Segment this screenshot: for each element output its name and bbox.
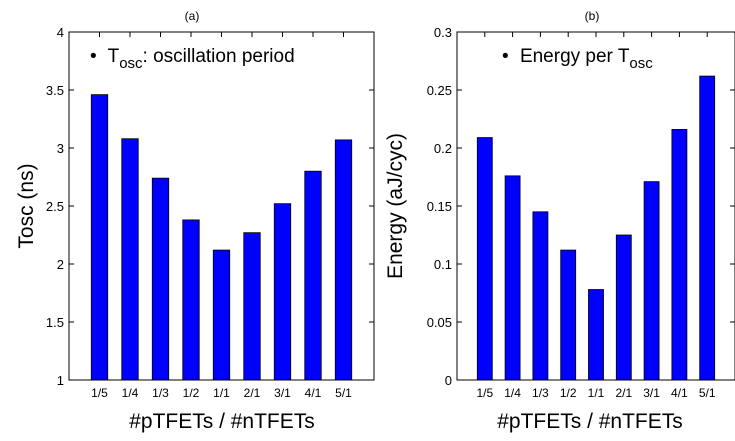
x-ticks-a: 1/5 1/4 1/3 1/2 1/1 2/1 3/1 4/1 5/1 bbox=[91, 32, 352, 400]
x-axis-label-b: #pTFETs / #nTFETs bbox=[497, 410, 683, 433]
x-tick-label-a-2: 1/4 bbox=[122, 386, 139, 400]
legend-sub-a: osc bbox=[119, 55, 143, 72]
x-ticks-b: 1/5 1/4 1/3 1/2 1/1 2/1 3/1 4/1 5/1 bbox=[476, 32, 716, 400]
x-tick-label-a-4: 1/2 bbox=[183, 386, 200, 400]
bar-a-7 bbox=[273, 203, 292, 381]
y-axis-label-b: Energy (aJ/cyc) bbox=[384, 133, 407, 279]
x-tick-label-a-9: 5/1 bbox=[335, 386, 352, 400]
x-tick-label-a-3: 1/3 bbox=[152, 386, 169, 400]
y-tick-label-a-4: 2.5 bbox=[46, 199, 64, 214]
y-axis-label-a: Tosc (ns) bbox=[15, 163, 38, 248]
x-tick-label-b-7: 3/1 bbox=[643, 386, 660, 400]
svg-text:• Energy per Tosc: • Energy per Tosc bbox=[502, 46, 653, 72]
bar-b-2 bbox=[504, 175, 521, 381]
svg-text:• Tosc: oscillation pe: • Tosc: oscillation period bbox=[90, 46, 295, 72]
legend-bullet-b: • bbox=[502, 46, 509, 67]
bar-b-8 bbox=[671, 129, 688, 381]
bar-b-4 bbox=[560, 249, 577, 381]
legend-main-a: T bbox=[108, 46, 120, 67]
bars-b bbox=[476, 75, 716, 381]
x-axis-label-a: #pTFETs / #nTFETs bbox=[129, 410, 315, 433]
y-ticks-a: 1 1.5 2 2.5 3 3.5 4 bbox=[46, 25, 374, 388]
panel-title-a: (a) bbox=[185, 9, 200, 23]
x-tick-label-b-2: 1/4 bbox=[504, 386, 521, 400]
legend-sub-b: osc bbox=[629, 55, 653, 72]
x-tick-label-a-7: 3/1 bbox=[274, 386, 291, 400]
y-tick-label-a-3: 2 bbox=[57, 257, 64, 272]
y-tick-label-a-1: 1 bbox=[57, 373, 64, 388]
y-tick-label-b-7: 0.3 bbox=[434, 25, 452, 40]
x-tick-label-b-1: 1/5 bbox=[476, 386, 493, 400]
x-tick-label-b-3: 1/3 bbox=[532, 386, 549, 400]
x-tick-label-a-1: 1/5 bbox=[91, 386, 108, 400]
bar-a-4 bbox=[182, 219, 200, 381]
x-tick-label-a-5: 1/1 bbox=[213, 386, 230, 400]
legend-a: • Tosc: oscillation period bbox=[90, 46, 295, 72]
x-tick-label-b-6: 2/1 bbox=[615, 386, 632, 400]
bar-a-9 bbox=[334, 139, 353, 381]
panel-title-b: (b) bbox=[585, 9, 600, 23]
legend-bullet-a: • bbox=[90, 46, 97, 67]
chart-panel-b: (b) • Energy per Tosc 0 0.05 0.1 0.15 0.2 0.2… bbox=[384, 9, 735, 433]
bar-b-1 bbox=[476, 137, 493, 381]
bar-a-2 bbox=[121, 138, 139, 381]
y-tick-label-b-3: 0.1 bbox=[434, 257, 452, 272]
bar-a-1 bbox=[90, 94, 109, 381]
y-tick-label-b-5: 0.2 bbox=[434, 141, 452, 156]
y-tick-label-b-6: 0.25 bbox=[427, 83, 452, 98]
bar-a-8 bbox=[304, 170, 322, 381]
y-tick-label-a-5: 3 bbox=[57, 141, 64, 156]
chart-panel-a: (a) • Tosc: oscillation period 1 1.5 2 2.5 3… bbox=[15, 9, 375, 433]
legend-main-b: Energy per T bbox=[520, 46, 630, 67]
legend-b: • Energy per Tosc bbox=[502, 46, 653, 72]
y-tick-label-a-2: 1.5 bbox=[46, 315, 64, 330]
y-tick-label-b-2: 0.05 bbox=[427, 315, 452, 330]
x-tick-label-a-6: 2/1 bbox=[244, 386, 261, 400]
y-tick-label-b-1: 0 bbox=[445, 373, 452, 388]
y-tick-label-a-7: 4 bbox=[57, 25, 64, 40]
y-ticks-b: 0 0.05 0.1 0.15 0.2 0.25 0.3 bbox=[427, 25, 735, 388]
bar-a-5 bbox=[212, 249, 231, 381]
bar-b-9 bbox=[699, 75, 716, 381]
x-tick-label-a-8: 4/1 bbox=[305, 386, 322, 400]
bar-b-5 bbox=[588, 289, 604, 381]
bars-a bbox=[90, 94, 353, 381]
bar-b-6 bbox=[615, 234, 632, 381]
x-tick-label-b-9: 5/1 bbox=[699, 386, 716, 400]
x-tick-label-b-5: 1/1 bbox=[588, 386, 605, 400]
x-tick-label-b-4: 1/2 bbox=[560, 386, 577, 400]
bar-a-6 bbox=[243, 232, 261, 381]
x-tick-label-b-8: 4/1 bbox=[671, 386, 688, 400]
bar-a-3 bbox=[151, 177, 170, 381]
bar-b-3 bbox=[532, 211, 549, 381]
bar-b-7 bbox=[643, 181, 660, 381]
y-tick-label-b-4: 0.15 bbox=[427, 199, 452, 214]
legend-rest-a: : oscillation period bbox=[143, 46, 295, 67]
y-tick-label-a-6: 3.5 bbox=[46, 83, 64, 98]
